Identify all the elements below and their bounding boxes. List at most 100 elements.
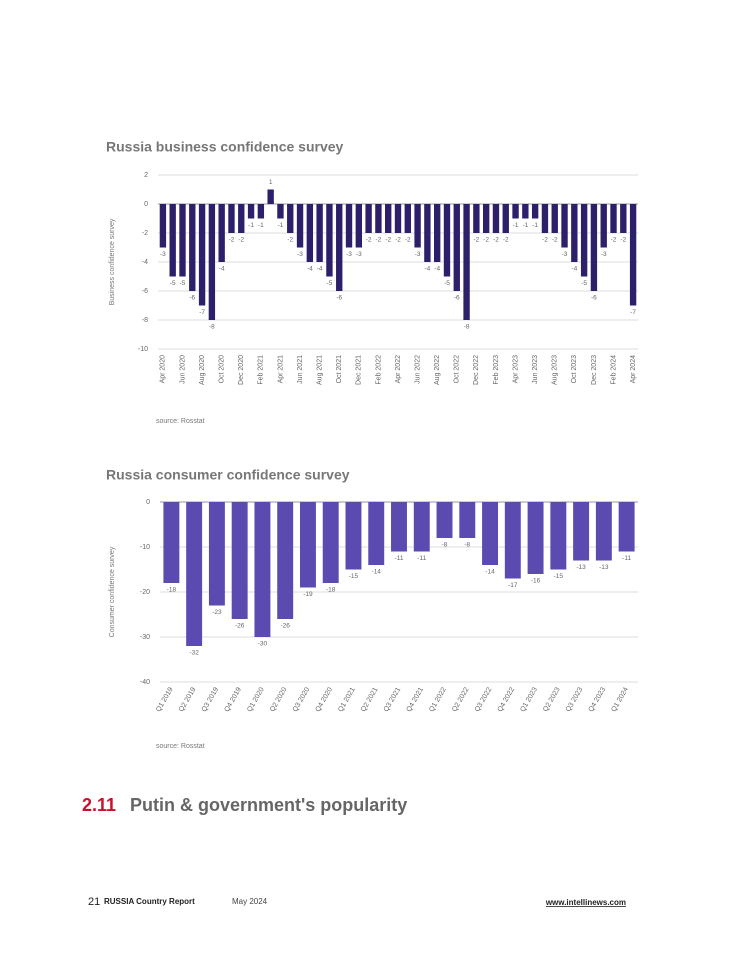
x-tick-label: Oct 2021 [336, 355, 343, 384]
bar [620, 204, 627, 233]
x-tick-label: Dec 2021 [356, 355, 363, 385]
bar [355, 204, 362, 248]
data-label: -3 [356, 251, 362, 258]
source: source: Rosstat [156, 418, 205, 425]
data-label: -14 [485, 569, 495, 576]
x-tick-label: Jun 2022 [414, 355, 421, 384]
data-label: -2 [229, 237, 235, 244]
data-label: -14 [372, 569, 382, 576]
bar [306, 204, 314, 262]
x-tick-label: Aug 2023 [552, 355, 559, 385]
data-label: -3 [346, 251, 352, 258]
bar [414, 204, 421, 248]
bar [365, 204, 372, 233]
x-tick-label: Feb 2023 [493, 355, 500, 385]
x-tick-label: Q2 2019 [178, 686, 198, 713]
bar [394, 204, 402, 233]
data-label: -8 [464, 324, 470, 331]
data-label: 1 [269, 179, 273, 186]
data-label: -1 [248, 222, 254, 229]
data-label: -11 [395, 555, 404, 562]
bar [391, 502, 407, 552]
bar [159, 204, 167, 248]
bar [404, 204, 411, 233]
x-tick-label: Feb 2022 [375, 355, 382, 385]
data-label: -3 [601, 251, 607, 258]
x-tick-label: Q2 2022 [451, 686, 471, 713]
data-label: -3 [415, 251, 421, 258]
data-label: -6 [189, 295, 195, 302]
data-label: -17 [508, 582, 518, 589]
bar [277, 502, 294, 619]
bar [179, 204, 186, 277]
data-label: -5 [444, 280, 450, 287]
bar [561, 204, 568, 248]
bar [473, 204, 480, 233]
data-label: -3 [562, 251, 568, 258]
data-label: -4 [424, 266, 430, 273]
bar [504, 502, 521, 579]
y-tick-label: -4 [142, 259, 148, 266]
data-label: -1 [278, 222, 284, 229]
x-tick-label: Apr 2022 [395, 355, 402, 384]
y-tick-label: -6 [142, 288, 148, 295]
data-label: -2 [366, 237, 372, 244]
x-tick-label: Q1 2020 [246, 686, 266, 713]
data-label: -1 [522, 222, 528, 229]
data-label: -2 [405, 237, 411, 244]
data-label: -5 [170, 280, 176, 287]
x-tick-label: Q2 2023 [542, 686, 562, 713]
data-label: -4 [307, 266, 313, 273]
x-tick-label: Jun 2021 [297, 355, 304, 384]
y-tick-label: -40 [140, 679, 150, 686]
data-label: -2 [395, 237, 401, 244]
data-label: -11 [417, 555, 426, 562]
bar [443, 204, 451, 277]
data-label: -26 [280, 623, 290, 630]
bar [436, 502, 453, 538]
data-label: -19 [303, 591, 313, 598]
bar [208, 204, 216, 320]
data-label: -8 [464, 542, 470, 549]
bar [541, 204, 549, 233]
bar [580, 204, 588, 277]
data-label: -2 [473, 237, 479, 244]
bar [434, 204, 441, 262]
bar [482, 502, 499, 565]
y-tick-label: -10 [140, 544, 150, 551]
bar [629, 204, 637, 306]
bar [502, 204, 509, 233]
x-tick-label: Q3 2022 [474, 686, 494, 713]
bar [345, 204, 353, 248]
x-tick-label: Oct 2022 [454, 355, 461, 384]
data-label: -5 [180, 280, 186, 287]
bar [316, 204, 323, 262]
data-label: -3 [160, 251, 166, 258]
data-label: -30 [258, 641, 268, 648]
page-number: 21 [88, 896, 100, 908]
data-label: -26 [235, 623, 245, 630]
bar [527, 502, 544, 574]
bar [322, 502, 339, 583]
x-tick-label: Apr 2020 [160, 355, 167, 384]
bar [287, 204, 294, 233]
data-label: -16 [531, 578, 541, 585]
bar [618, 502, 635, 552]
bar [198, 204, 206, 306]
data-label: -3 [297, 251, 303, 258]
report-date: May 2024 [232, 897, 268, 906]
data-label: -2 [493, 237, 499, 244]
bar [590, 204, 598, 291]
x-tick-label: Oct 2020 [219, 355, 226, 384]
y-tick-label: -8 [142, 317, 148, 324]
x-tick-label: Feb 2024 [610, 355, 617, 385]
data-label: -6 [454, 295, 460, 302]
x-tick-label: Q4 2022 [497, 686, 517, 713]
data-label: -32 [189, 650, 199, 657]
bar [247, 204, 255, 219]
x-tick-label: Dec 2023 [591, 355, 598, 385]
x-tick-label: Q1 2022 [428, 686, 448, 713]
x-tick-label: Jun 2023 [532, 355, 539, 384]
x-tick-label: Dec 2020 [238, 355, 245, 385]
